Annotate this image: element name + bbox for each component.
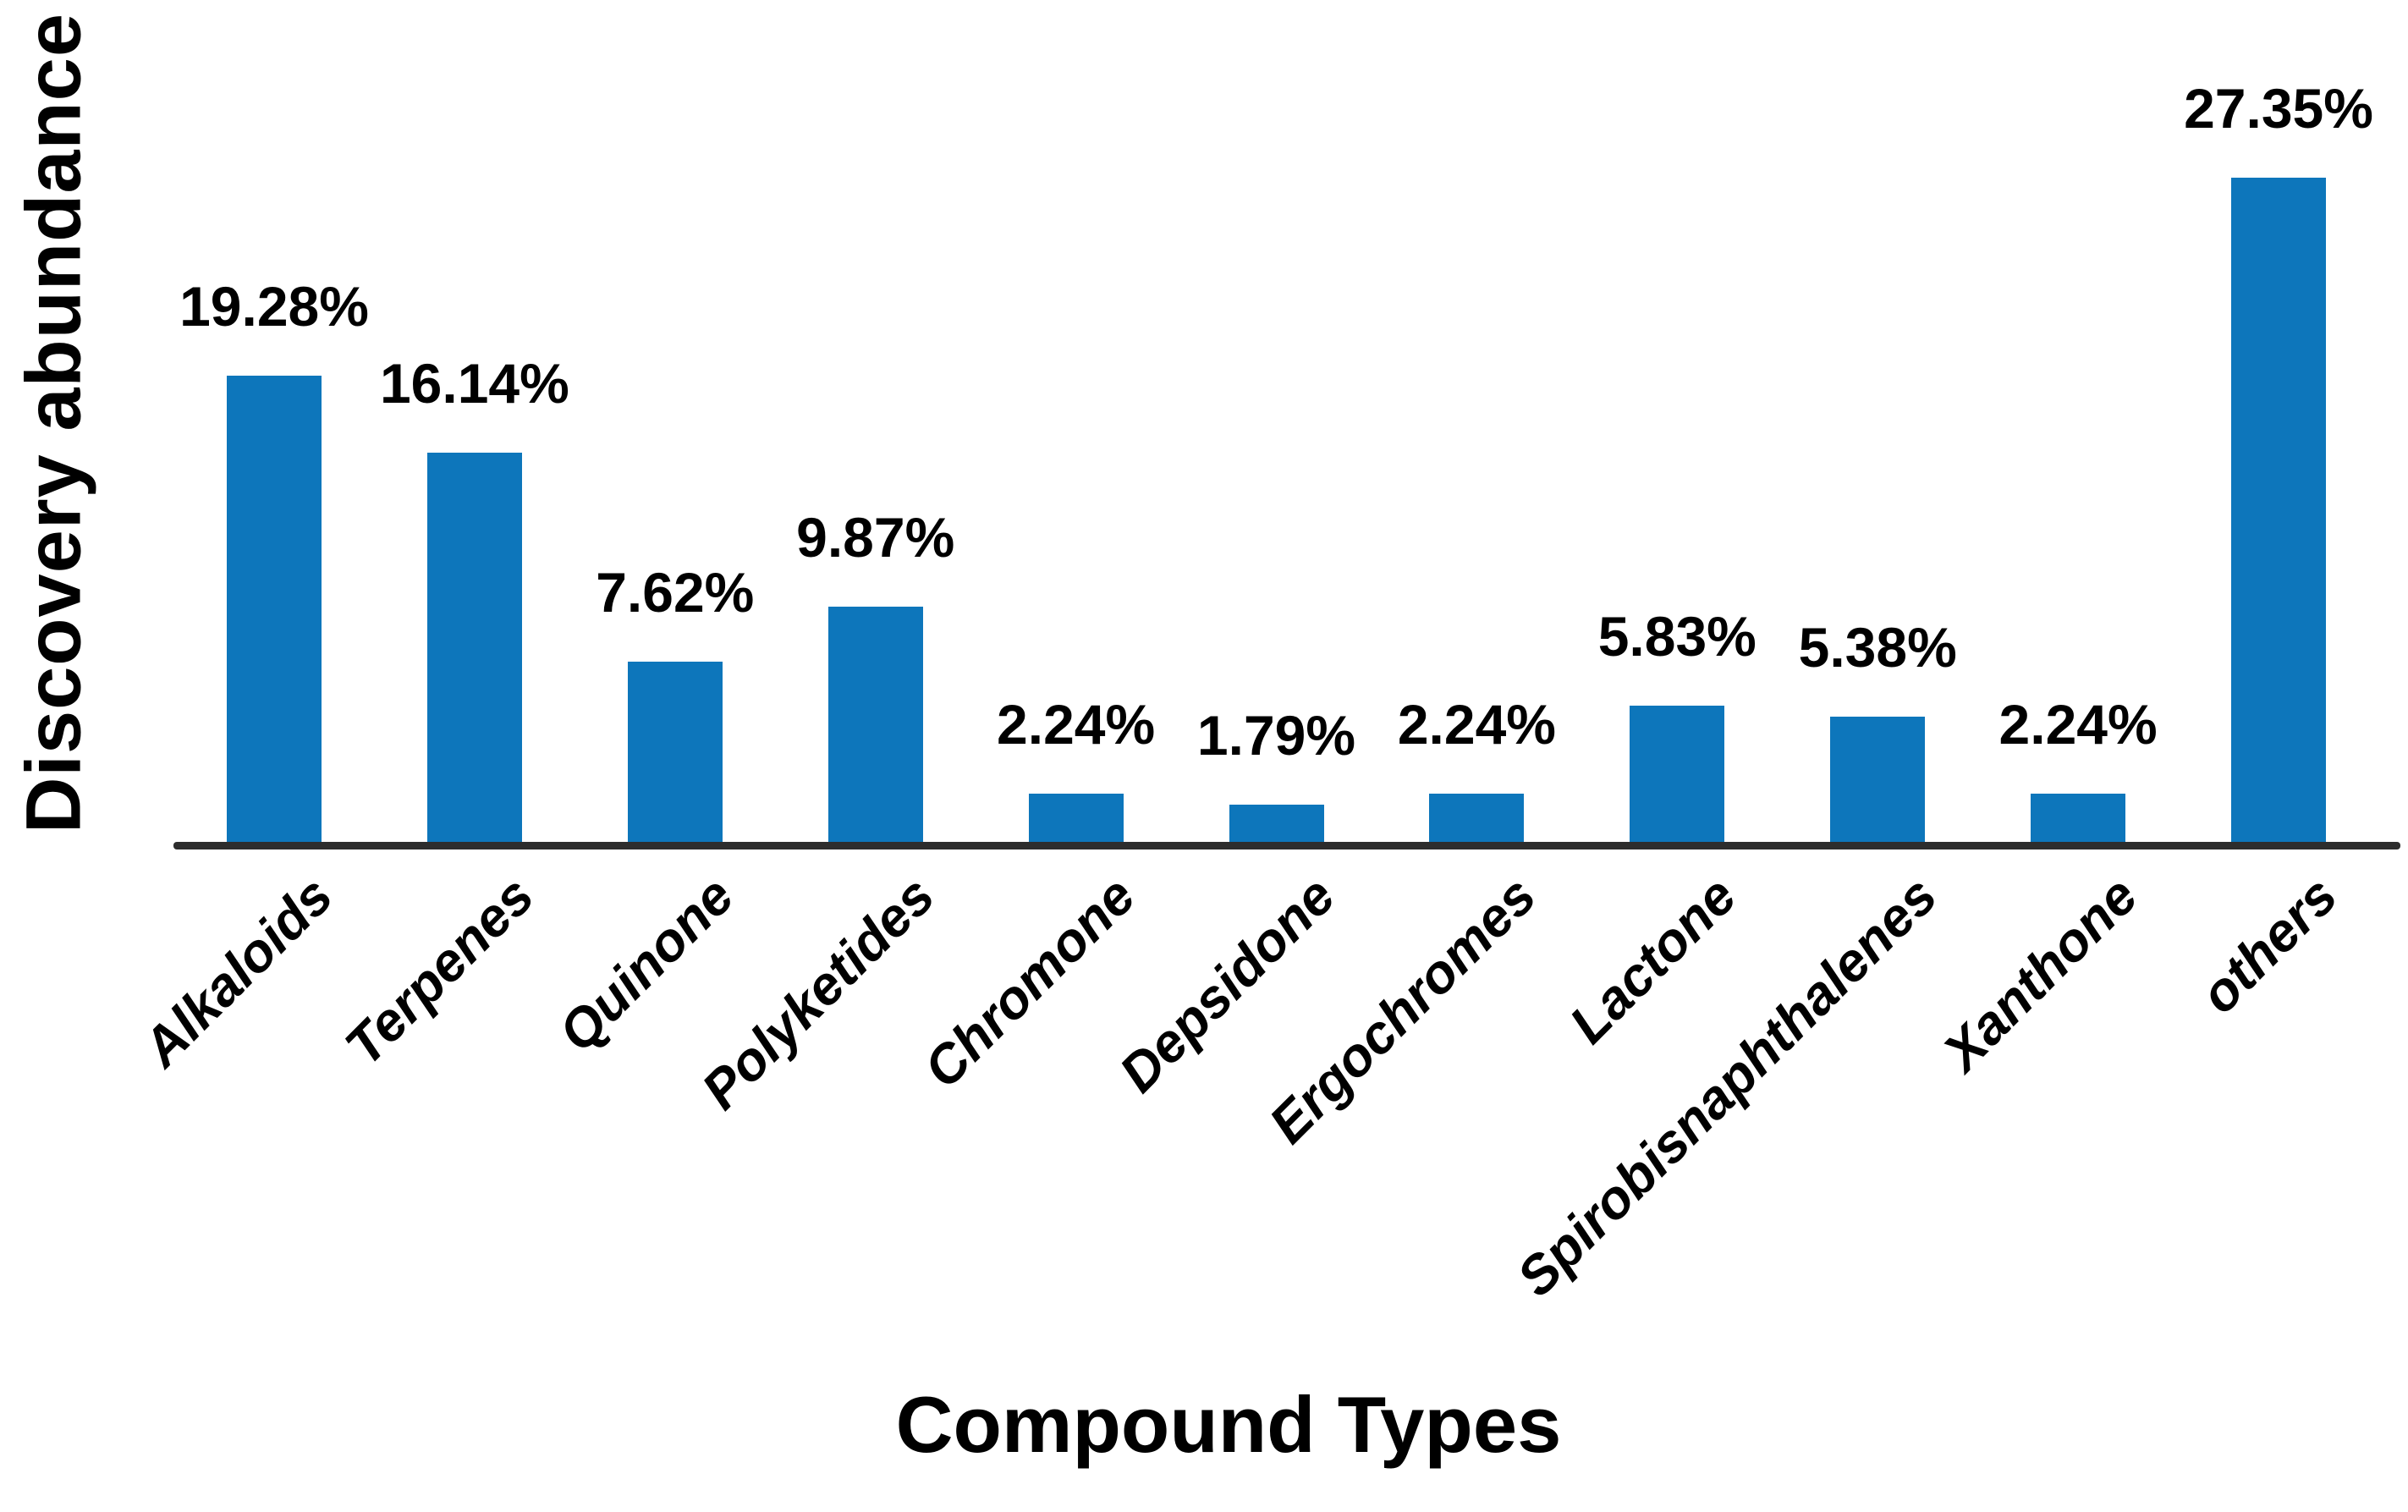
value-label-depsidone: 1.79%	[1196, 704, 1356, 767]
bar-others	[2231, 178, 2326, 849]
bar-ergochromes	[1429, 794, 1525, 849]
bar-polyketides	[827, 607, 923, 849]
tick-label-others: others	[2188, 865, 2350, 1025]
value-label-quinone: 7.62%	[596, 561, 755, 624]
value-label-chromone: 2.24%	[997, 693, 1156, 756]
bar-spirobisnaphthalenes	[1830, 717, 1926, 849]
value-label-polyketides: 9.87%	[796, 506, 955, 569]
tick-label-terpenes: Terpenes	[333, 865, 545, 1077]
bar-terpenes	[426, 453, 522, 849]
x-axis-title: Compound Types	[895, 1380, 1562, 1469]
value-label-terpenes: 16.14%	[379, 352, 569, 415]
value-label-others: 27.35%	[2184, 77, 2373, 140]
bar-lactone	[1630, 706, 1725, 849]
tick-label-quinone: Quinone	[547, 865, 745, 1064]
tick-label-lactone: Lactone	[1557, 865, 1748, 1055]
y-axis-label: Discovery abundance	[10, 12, 97, 834]
tick-label-xanthone: Xanthone	[1931, 865, 2149, 1083]
value-label-alkaloids: 19.28%	[179, 275, 369, 338]
value-label-ergochromes: 2.24%	[1397, 693, 1556, 756]
bar-depsidone	[1229, 805, 1324, 849]
value-label-lactone: 5.83%	[1597, 605, 1757, 668]
value-label-spirobisnaphthalenes: 5.38%	[1798, 616, 1957, 679]
tick-label-alkaloids: Alkaloids	[130, 865, 345, 1079]
bar-alkaloids	[227, 376, 322, 849]
x-axis-line	[173, 842, 2400, 849]
bar-quinone	[627, 662, 723, 849]
bar-chromone	[1028, 794, 1124, 849]
tick-label-spirobisnaphthalenes: Spirobisnaphthalenes	[1504, 865, 1949, 1308]
bar-xanthone	[2031, 794, 2126, 849]
value-label-xanthone: 2.24%	[1998, 693, 2158, 756]
